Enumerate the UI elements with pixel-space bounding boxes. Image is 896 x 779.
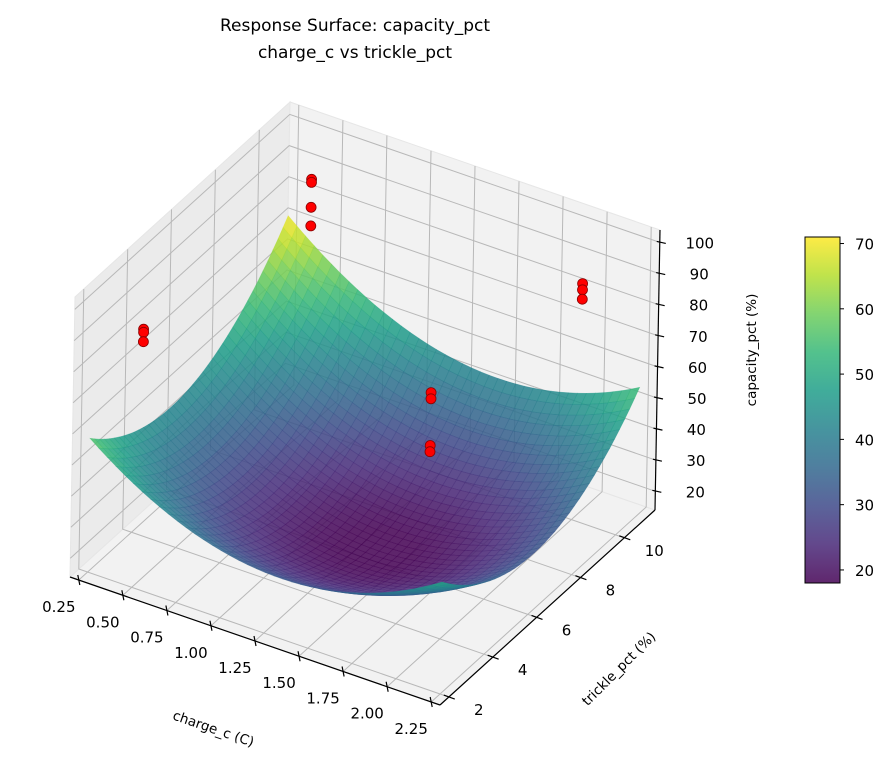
z-tick-label: 90 [690, 266, 709, 284]
y-tick-label: 6 [562, 621, 572, 639]
x-tick-label: 0.50 [86, 613, 119, 631]
scatter-point [139, 327, 149, 337]
colorbar-tick-label: 40 [855, 431, 874, 449]
scatter-point [307, 177, 317, 187]
x-tick-label: 1.25 [218, 659, 251, 677]
x-tick-label: 1.50 [262, 674, 295, 692]
y-tick-label: 4 [518, 661, 528, 679]
z-tick-label: 20 [686, 483, 705, 501]
scatter-point [306, 221, 316, 231]
scatter-point [577, 294, 587, 304]
chart-title: Response Surface: capacity_pct [220, 16, 490, 36]
x-tick-label: 2.25 [394, 720, 427, 738]
chart-subtitle: charge_c vs trickle_pct [258, 43, 452, 63]
scatter-point [306, 202, 316, 212]
x-tick-label: 0.75 [130, 629, 163, 647]
z-tick-label: 30 [686, 452, 705, 470]
y-axis-label: trickle_pct (%) [579, 629, 659, 709]
x-axis-label: charge_c (C) [171, 708, 256, 751]
colorbar-tick-label: 30 [855, 497, 874, 515]
z-tick-label: 100 [685, 234, 714, 252]
x-tick-label: 0.25 [42, 598, 75, 616]
z-tick-label: 50 [687, 390, 706, 408]
x-tick-label: 1.00 [174, 644, 207, 662]
colorbar-tick-label: 20 [855, 562, 874, 580]
z-tick-label: 60 [688, 359, 707, 377]
y-tick-label: 2 [474, 701, 484, 719]
z-tick-label: 40 [687, 421, 706, 439]
colorbar-tick-label: 70 [855, 236, 874, 254]
z-tick-label: 70 [689, 328, 708, 346]
x-tick-label: 2.00 [350, 705, 383, 723]
z-tick-label: 80 [689, 297, 708, 315]
colorbar-tick-label: 60 [855, 301, 874, 319]
scatter-point [426, 394, 436, 404]
colorbar-bar [805, 237, 840, 583]
x-tick-label: 1.75 [306, 689, 339, 707]
colorbar-tick-label: 50 [855, 366, 874, 384]
y-tick-label: 8 [606, 582, 616, 600]
scatter-point [138, 337, 148, 347]
colorbar: 20 30 40 50 60 70 [805, 236, 874, 583]
z-axis-label: capacity_pct (%) [744, 294, 760, 407]
scatter-point [578, 285, 588, 295]
y-tick-label: 10 [645, 542, 664, 560]
scatter-point [425, 447, 435, 457]
